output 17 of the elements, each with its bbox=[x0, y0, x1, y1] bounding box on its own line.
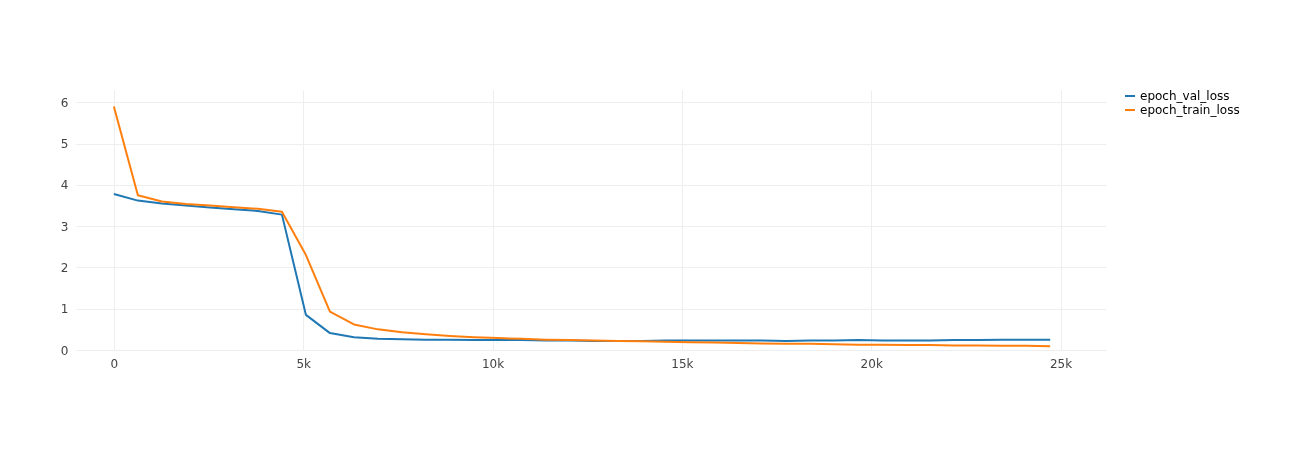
x-tick-label: 20k bbox=[860, 356, 883, 371]
y-tick-label: 1 bbox=[60, 302, 69, 317]
y-tick-label: 3 bbox=[60, 219, 69, 234]
x-tick-label: 25k bbox=[1049, 356, 1073, 371]
x-tick-label: 10k bbox=[481, 356, 505, 371]
x-tick-label: 15k bbox=[671, 356, 694, 371]
y-tick-label: 0 bbox=[60, 343, 69, 358]
x-tick-label: 0 bbox=[110, 356, 119, 371]
y-tick-label: 2 bbox=[60, 260, 69, 275]
y-tick-label: 4 bbox=[60, 178, 69, 193]
line-series bbox=[112, 193, 1052, 342]
x-tick-label: 5k bbox=[296, 356, 312, 371]
legend-label: epoch_val_loss bbox=[1140, 89, 1230, 103]
line-series bbox=[112, 105, 1052, 348]
y-tick-label: 5 bbox=[60, 137, 69, 152]
y-tick-label: 6 bbox=[60, 95, 69, 110]
legend-label: epoch_train_loss bbox=[1140, 103, 1240, 117]
